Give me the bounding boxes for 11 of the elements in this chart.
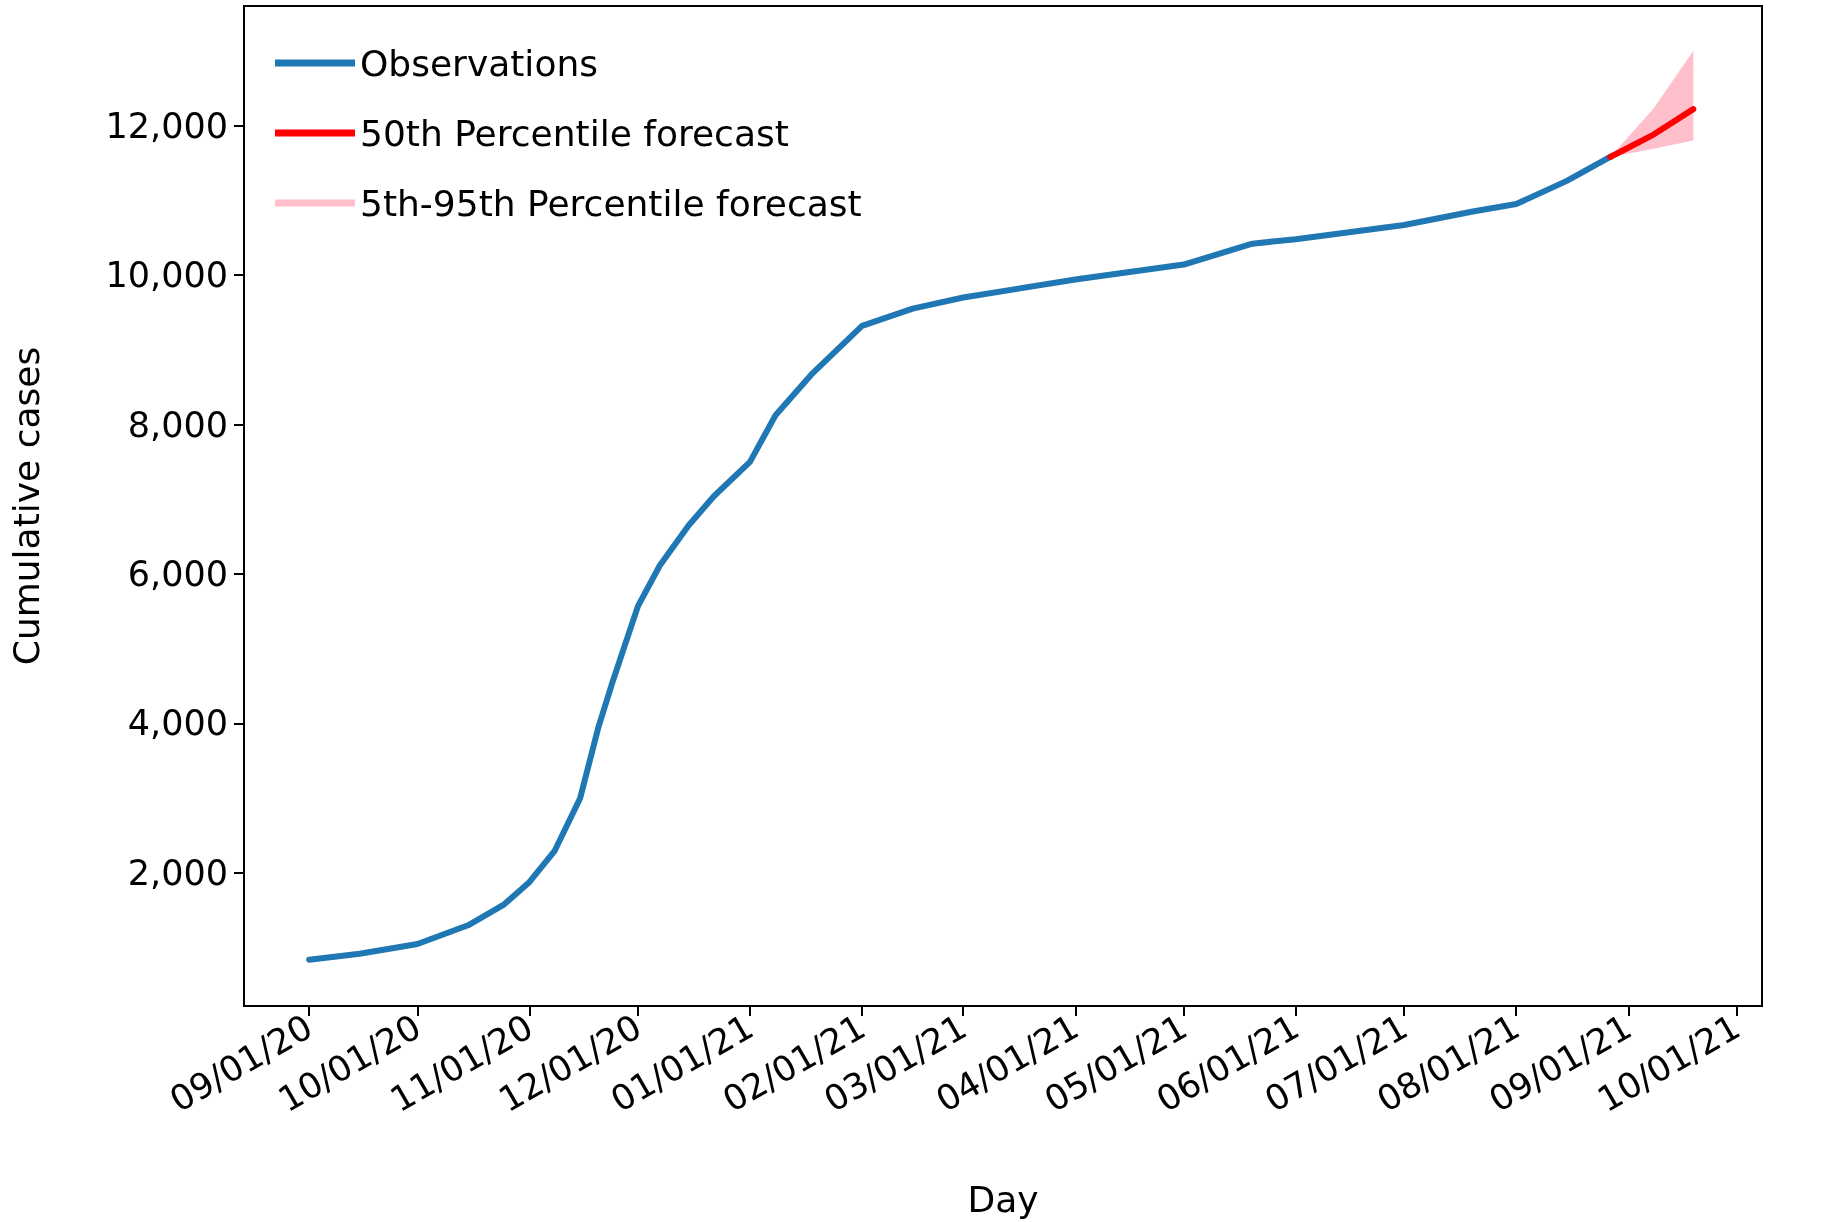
y-tick-label: 10,000 [105,255,228,296]
y-tick-label: 4,000 [127,703,228,744]
legend-label: 5th-95th Percentile forecast [360,182,862,224]
y-tick-label: 12,000 [105,105,228,146]
y-tick-label: 2,000 [127,852,228,893]
y-tick-label: 8,000 [127,404,228,445]
x-axis-title: Day [967,1178,1039,1220]
legend-label: 50th Percentile forecast [360,112,789,154]
legend-label: Observations [360,42,598,84]
y-axis-title: Cumulative cases [5,346,47,666]
y-tick-label: 6,000 [127,554,228,595]
